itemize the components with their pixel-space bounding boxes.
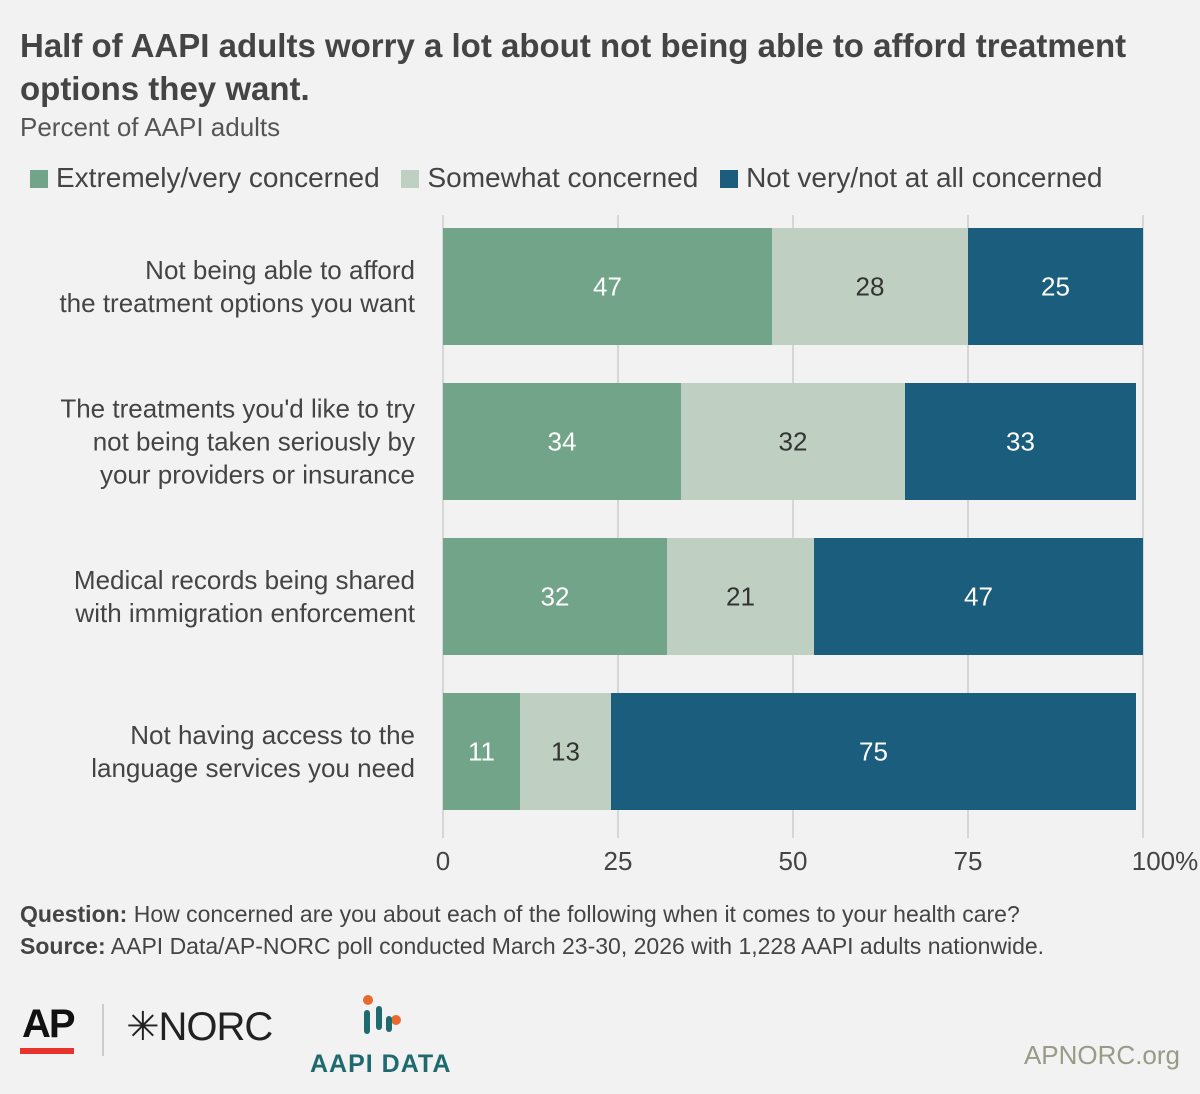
data-label: 32 [541,582,570,612]
aapi-data-icon [363,995,401,1034]
data-label: 13 [551,737,580,767]
bar-segment [814,538,1143,655]
x-tick-label: 75 [954,846,983,876]
category-label: Not having access to the [130,720,415,750]
bar-segment [968,228,1143,345]
aapi-data-logo: AAPI DATA [310,1050,452,1078]
category-label: with immigration enforcement [74,598,415,628]
category-label: Medical records being shared [74,565,415,595]
category-label: the treatment options you want [59,288,415,318]
legend: Extremely/very concerned Somewhat concer… [30,162,1117,194]
legend-swatch [401,170,420,188]
legend-item-not-very: Not very/not at all concerned [720,162,1103,194]
bar-segment [443,538,667,655]
data-label: 47 [593,272,622,302]
legend-item-somewhat: Somewhat concerned [401,162,698,194]
question-line: Question: How concerned are you about ea… [20,898,1185,930]
bar-segment [772,228,968,345]
legend-label: Extremely/very concerned [56,162,380,193]
legend-swatch [30,170,48,188]
category-label: language services you need [91,753,415,783]
legend-label: Not very/not at all concerned [746,162,1103,193]
data-label: 11 [468,737,495,767]
data-label: 28 [856,272,885,302]
data-label: 75 [859,737,888,767]
source-line: Source: AAPI Data/AP-NORC poll conducted… [20,930,1185,962]
bar-segment [520,693,611,810]
bar-segment [611,693,1136,810]
question-label: Question: [20,901,128,927]
data-label: 25 [1041,272,1070,302]
source-label: Source: [20,933,106,959]
ap-logo: AP [22,1002,76,1046]
site-url: APNORC.org [1023,1040,1180,1070]
norc-logo-text: NORC [158,1005,274,1049]
legend-swatch [720,170,739,188]
legend-item-extremely: Extremely/very concerned [30,162,380,194]
bar-segment [443,693,520,810]
bar-segment [443,228,772,345]
chart-subtitle: Percent of AAPI adults [20,112,281,142]
bar-segment [681,383,905,500]
bar-segment [667,538,814,655]
legend-label: Somewhat concerned [427,162,699,193]
logo-divider [102,1004,104,1056]
data-label: 34 [548,427,577,457]
question-text: How concerned are you about each of the … [127,901,1020,927]
category-label: The treatments you'd like to try [60,394,415,424]
category-label: your providers or insurance [100,460,415,490]
data-label: 47 [964,582,993,612]
x-tick-label: 50 [779,846,808,876]
category-label: Not being able to afford [145,255,415,285]
ap-logo-underline [20,1048,74,1054]
bar-segment [905,383,1136,500]
bar-segment [443,383,681,500]
chart-title: Half of AAPI adults worry a lot about no… [20,27,1127,107]
norc-logo: ✳NORC [126,1004,274,1050]
x-tick-label: 25 [604,846,633,876]
source-text: AAPI Data/AP-NORC poll conducted March 2… [105,933,1045,959]
footnote: Question: How concerned are you about ea… [20,898,1185,962]
category-label: not being taken seriously by [93,427,415,457]
data-label: 21 [726,582,755,612]
data-label: 33 [1006,427,1035,457]
logo-bar: AP ✳NORC AAPI DATA APNORC.org [0,990,1200,1094]
x-tick-label: 0 [436,846,450,876]
norc-star-icon: ✳ [126,1005,160,1049]
x-tick-label: 100% [1132,846,1199,876]
data-label: 32 [779,427,808,457]
